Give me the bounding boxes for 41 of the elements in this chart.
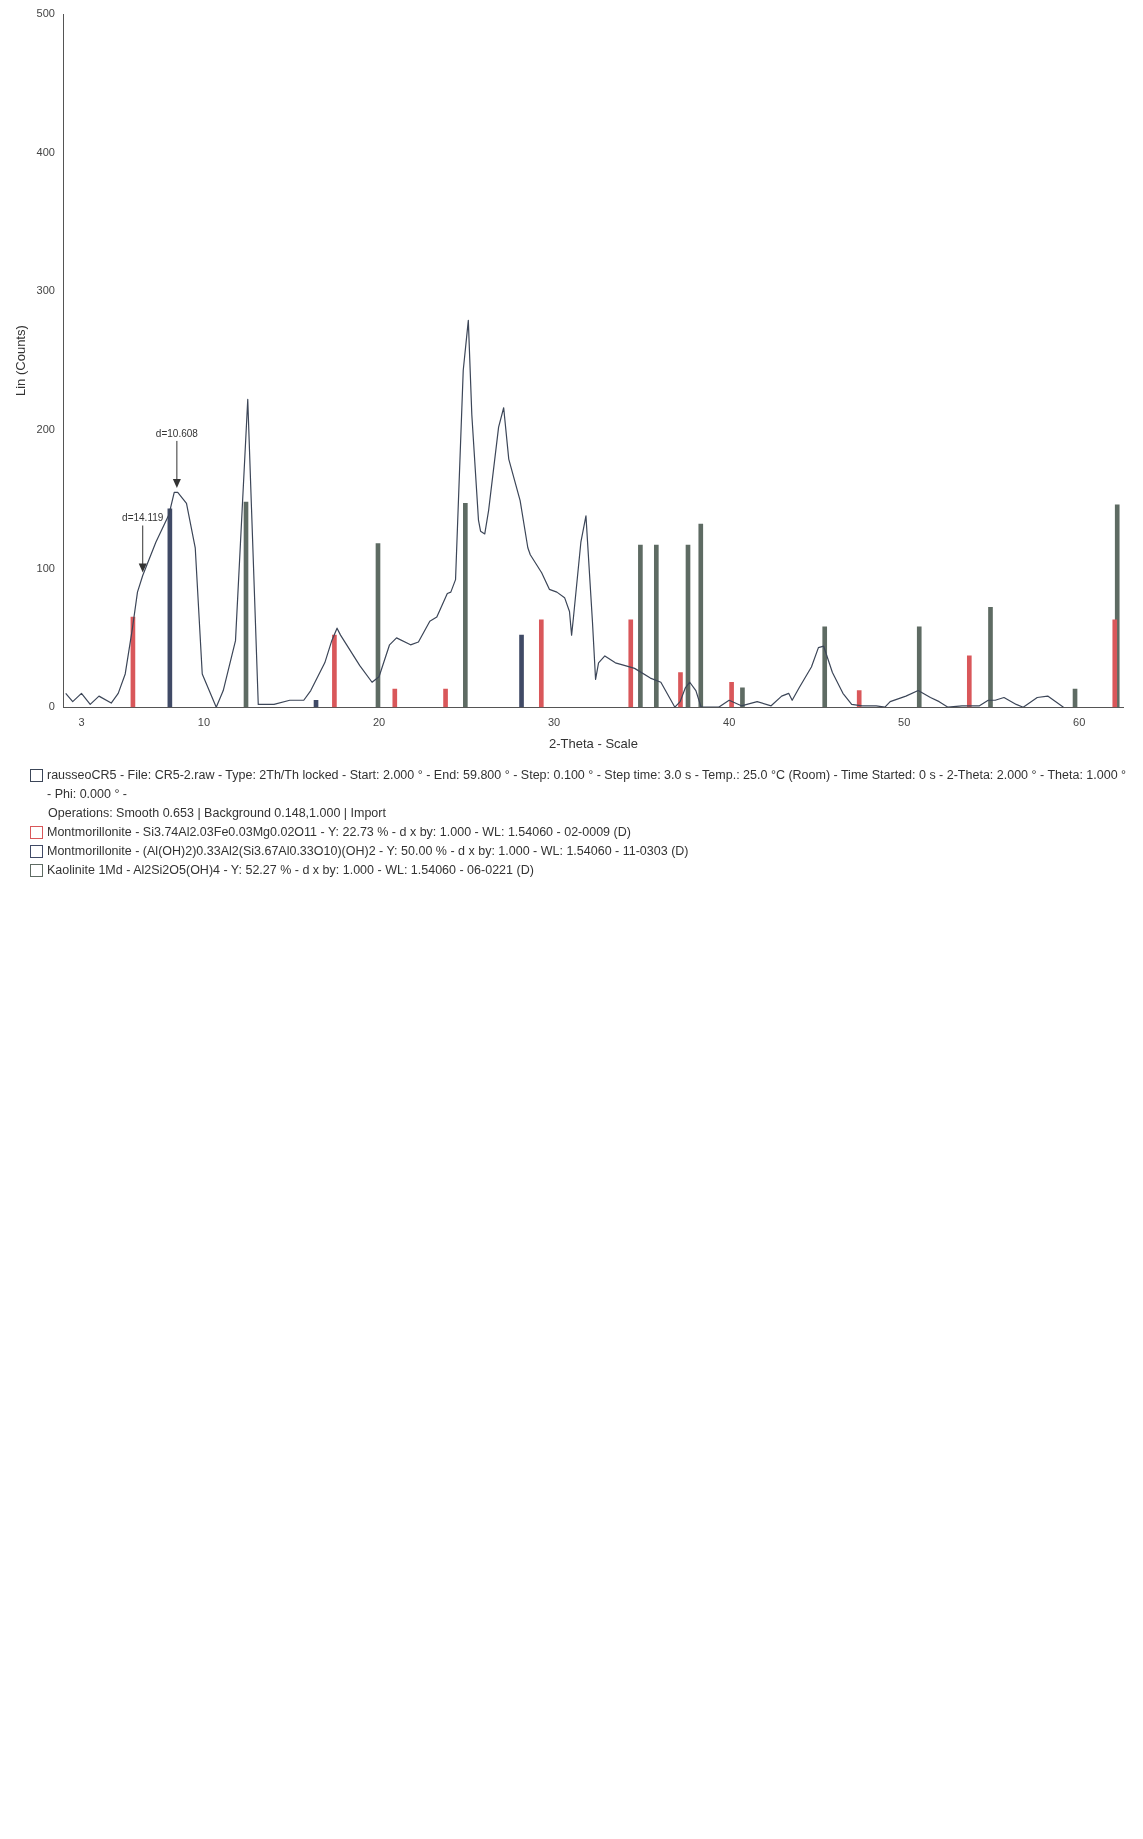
text: Operations: Smooth 0.653 | Background 0.148,1.000 | Import xyxy=(47,805,387,822)
y-tick-label: 0 xyxy=(48,700,55,713)
bar xyxy=(740,687,745,708)
x-axis-title: 2-Theta - Scale xyxy=(549,735,638,751)
bar xyxy=(628,619,634,708)
bar xyxy=(966,655,972,708)
legend-label: Kaolinite 1Md - Al2Si2O5(OH)4 - Y: 52.27 % - d x by: 1.000 - WL: 1.54060 - 06-0221 (D) xyxy=(47,862,534,879)
bar xyxy=(519,634,524,708)
x-tick-label: 30 xyxy=(547,715,561,728)
bar xyxy=(463,503,468,708)
bar xyxy=(332,634,337,708)
x-tick-label: 3 xyxy=(78,715,85,728)
bar xyxy=(822,626,828,708)
bar xyxy=(653,544,659,708)
y-tick-label: 400 xyxy=(36,145,55,158)
y-tick-label: 200 xyxy=(36,422,55,435)
legend-label: rausseoCR5 - File: CR5-2.raw - Type: 2Th/Th locked - Start: 2.000 ° - End: 59.800 ° - Step: 0.100 ° - Step time: 3.0 s - Temp.: 25.0 °C (Room) - Time Started: 0 s - 2-Theta: 2.000 ° - Theta: 1.000 ° - Phi: 0.000 ° - xyxy=(47,767,1128,803)
x-tick-label: 40 xyxy=(723,715,736,728)
bar xyxy=(916,626,922,708)
bar xyxy=(729,681,734,708)
y-tick-label: 100 xyxy=(36,561,55,574)
bar xyxy=(988,607,993,708)
bar xyxy=(392,688,398,708)
bar xyxy=(698,523,704,708)
legend-label: Montmorillonite - (Al(OH)2)0.33Al2(Si3.67Al0.33O10)(OH)2 - Y: 50.00 % - d x by: 1.000 - WL: 1.54060 - 11-0303 (D) xyxy=(47,843,689,860)
x-tick-label: 50 xyxy=(898,715,911,728)
bar xyxy=(856,690,862,708)
y-axis-title: Lin (Counts) xyxy=(13,325,29,397)
annotation: d=10.608 xyxy=(155,427,199,439)
y-tick-label: 500 xyxy=(36,7,55,20)
annotation: d=14.119 xyxy=(122,512,164,524)
y-tick-label: 300 xyxy=(36,284,55,297)
x-tick-label: 60 xyxy=(1073,715,1086,728)
x-tick-label: 20 xyxy=(372,715,386,728)
legend-label: Montmorillonite - Si3.74Al2.03Fe0.03Mg0.02O11 - Y: 22.73 % - d x by: 1.000 - WL: 1.54060 - 02-0009 (D) xyxy=(47,824,631,841)
bar xyxy=(678,672,683,708)
bar xyxy=(443,688,448,708)
x-tick-label: 10 xyxy=(197,715,211,728)
bar xyxy=(538,619,544,708)
bar xyxy=(638,544,643,708)
bar xyxy=(1112,619,1118,708)
